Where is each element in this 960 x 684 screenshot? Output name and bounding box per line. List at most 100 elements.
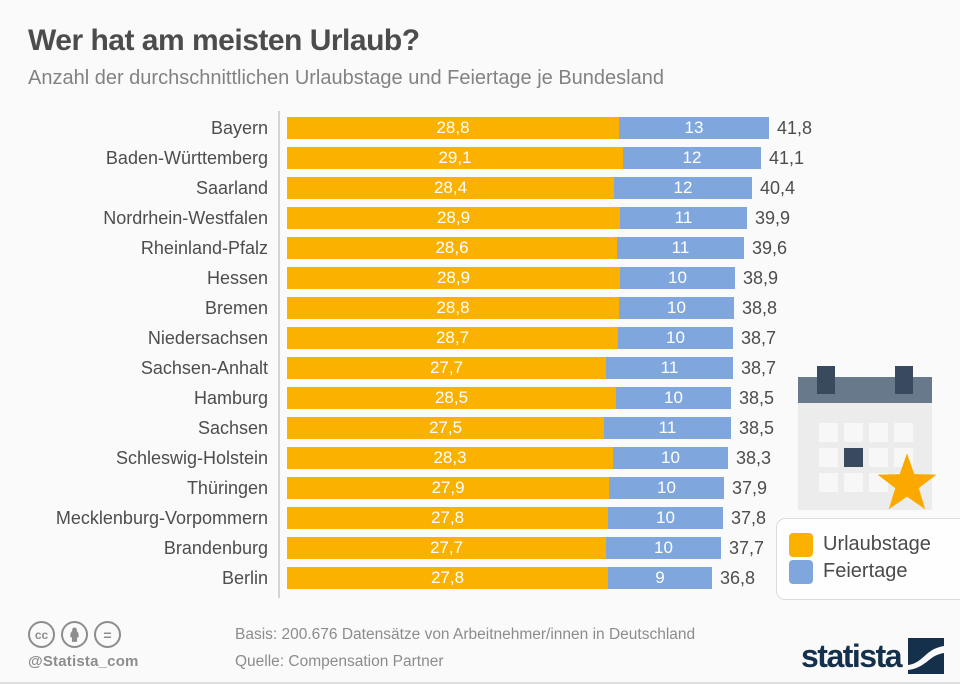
bar-value-label: 29,1 [438,148,472,167]
state-label: Brandenburg [163,537,268,558]
total-label: 39,6 [752,237,788,258]
legend: Urlaubstage Feiertage [776,518,960,600]
state-label: Sachsen-Anhalt [140,357,268,378]
statista-logo: statista [801,638,945,674]
bar-segment-feiertage: 10 [619,297,734,319]
bar-track: 28,5 10 [287,387,731,409]
table-row: Berlin 27,8 9 36,8 [28,567,812,589]
table-row: Nordrhein-Westfalen 28,9 11 39,9 [28,207,812,229]
state-label: Thüringen [186,477,268,498]
calendar-marked-day [844,448,863,467]
table-row: Rheinland-Pfalz 28,6 11 39,6 [28,237,812,259]
bar-value-label: 10 [654,538,673,557]
calendar-day-cell [819,473,838,492]
bar-value-label: 27,7 [429,358,464,377]
bar-segment-feiertage: 10 [620,267,735,289]
bar-segment-urlaubstage: 27,5 [287,417,604,439]
total-label: 37,9 [732,477,768,498]
calendar-day-cell [844,473,863,492]
state-label: Hamburg [193,387,268,408]
table-row: Saarland 28,4 12 40,4 [28,177,812,199]
page-subtitle: Anzahl der durchschnittlichen Urlaubstag… [28,67,664,89]
bar-segment-urlaubstage: 28,3 [287,447,613,469]
calendar-day-cell [844,423,863,442]
bar-track: 27,9 10 [287,477,724,499]
state-label: Nordrhein-Westfalen [103,207,268,228]
bar-value-label: 27,7 [429,538,464,557]
statista-twitter-handle: @Statista_com [28,653,139,670]
bar-value-label: 27,8 [430,568,465,587]
bar-track: 27,7 10 [287,537,721,559]
total-label: 41,1 [769,147,805,168]
calendar-ring-icon [817,366,835,394]
bar-segment-urlaubstage: 28,9 [287,207,620,229]
bar-track: 28,3 10 [287,447,728,469]
total-label: 40,4 [760,177,796,198]
cc-icons: cc = [28,621,139,648]
bar-value-label: 10 [668,268,687,287]
table-row: Thüringen 27,9 10 37,9 [28,477,812,499]
bar-track: 27,8 10 [287,507,723,529]
state-label: Hessen [206,267,268,288]
bar-segment-feiertage: 12 [623,147,761,169]
legend-label: Feiertage [823,560,908,582]
bar-track: 28,8 13 [287,117,769,139]
bar-track: 27,7 11 [287,357,733,379]
state-label: Rheinland-Pfalz [140,237,268,258]
bar-segment-feiertage: 12 [614,177,752,199]
creative-commons-icon: cc [28,621,55,648]
license-block: cc = @Statista_com [28,621,139,670]
calendar-day-cell [869,423,888,442]
bar-value-label: 11 [658,418,677,437]
total-label: 38,7 [741,357,777,378]
total-label: 37,7 [729,537,765,558]
bar-value-label: 10 [667,298,686,317]
bar-value-label: 11 [674,208,693,227]
source-text: Quelle: Compensation Partner [235,653,444,670]
bar-segment-feiertage: 11 [604,417,731,439]
table-row: Sachsen 27,5 11 38,5 [28,417,812,439]
table-row: Niedersachsen 28,7 10 38,7 [28,327,812,349]
bar-segment-urlaubstage: 27,7 [287,357,606,379]
bar-value-label: 28,5 [434,388,469,407]
bar-value-label: 27,9 [431,478,465,497]
state-label: Schleswig-Holstein [115,447,268,468]
bar-segment-feiertage: 10 [618,327,733,349]
statista-logo-glyph [908,638,945,674]
bar-value-label: 12 [682,148,702,167]
table-row: Baden-Württemberg 29,1 12 41,1 [28,147,812,169]
state-label: Mecklenburg-Vorpommern [55,507,268,528]
bar-segment-feiertage: 11 [617,237,744,259]
calendar-day-cell [819,423,838,442]
total-label: 38,5 [739,417,775,438]
vacation-days-chart: Bayern 28,8 13 41,8 Baden-Württemberg 29,1 12 4… [28,111,812,598]
bar-segment-urlaubstage: 28,9 [287,267,620,289]
bar-value-label: 28,3 [433,448,467,467]
urlaubstage-swatch [789,532,813,557]
bar-value-label: 11 [671,238,690,257]
bar-value-label: 28,7 [435,328,470,347]
bar-value-label: 28,9 [436,268,471,287]
no-derivatives-icon: = [94,621,121,648]
bar-segment-feiertage: 10 [609,477,724,499]
table-row: Bayern 28,8 13 41,8 [28,117,812,139]
state-label: Niedersachsen [147,327,268,348]
table-row: Hamburg 28,5 10 38,5 [28,387,812,409]
bar-value-label: 28,4 [433,178,468,197]
bar-track: 27,5 11 [287,417,731,439]
bar-track: 28,9 11 [287,207,747,229]
legend-item-urlaubstage: Urlaubstage [789,532,960,557]
bar-segment-urlaubstage: 27,8 [287,567,608,589]
bar-segment-feiertage: 10 [608,507,723,529]
calendar-day-cell [869,448,888,467]
bar-value-label: 28,6 [435,238,469,257]
page-title: Wer hat am meisten Urlaub? [28,24,420,57]
bar-track: 29,1 12 [287,147,761,169]
total-label: 41,8 [777,117,813,138]
cc-letters: cc [34,627,49,642]
bar-value-label: 28,8 [436,118,470,137]
bar-segment-urlaubstage: 27,9 [287,477,609,499]
bar-segment-urlaubstage: 27,7 [287,537,606,559]
state-label: Saarland [195,177,268,198]
